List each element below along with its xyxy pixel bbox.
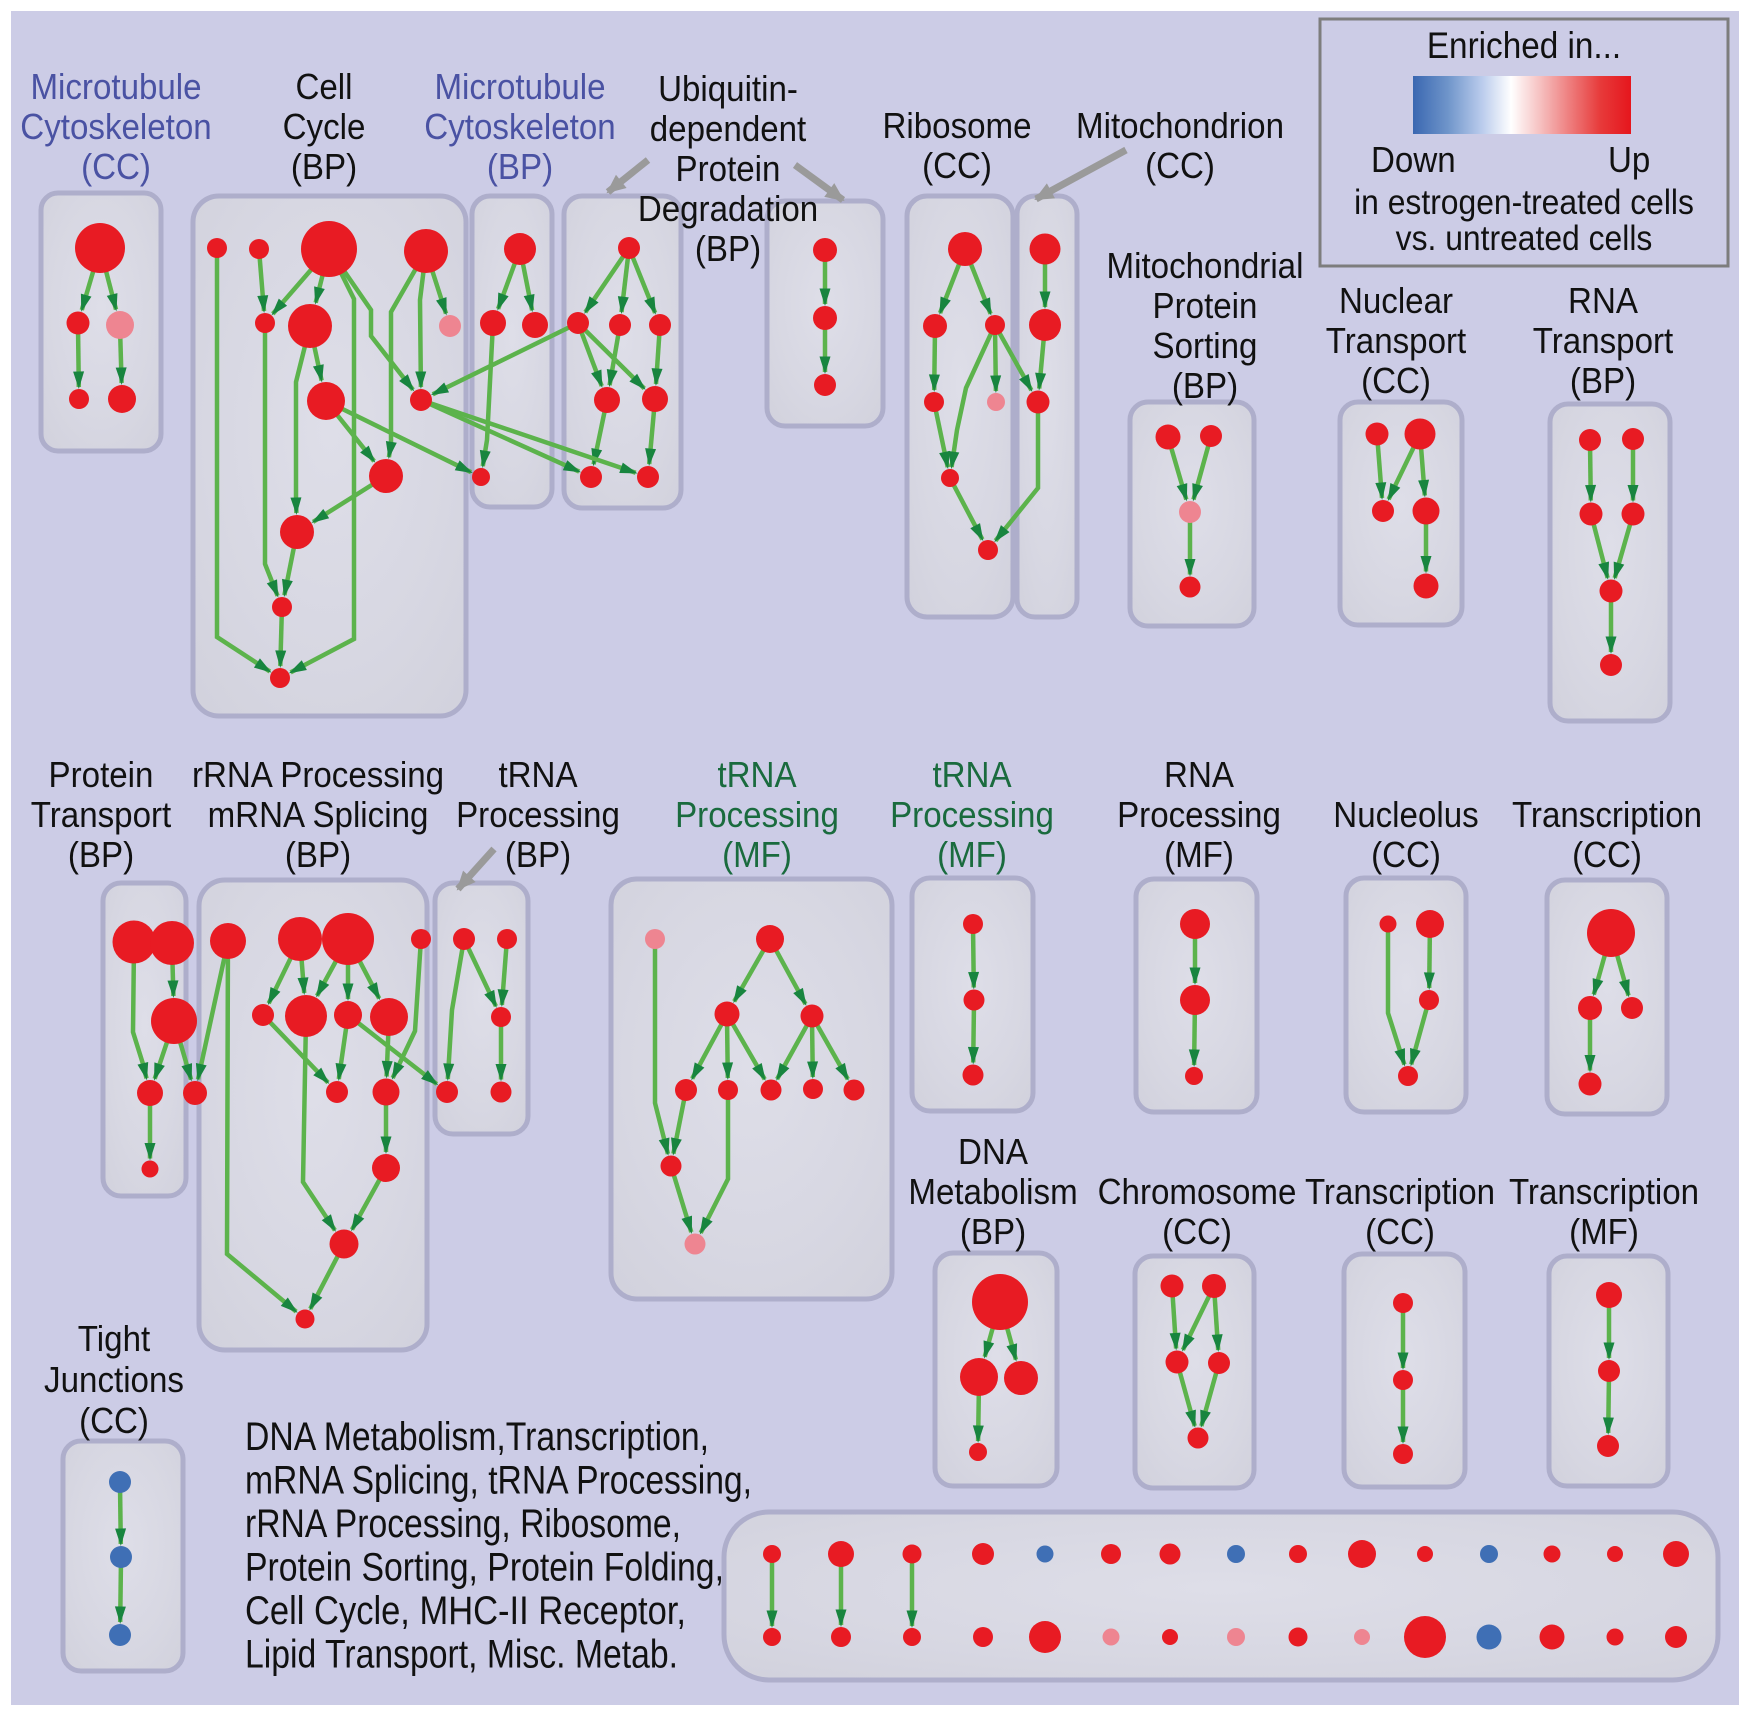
svg-text:Protein: Protein	[676, 150, 781, 190]
svg-text:(MF): (MF)	[722, 836, 792, 876]
svg-text:Processing: Processing	[1117, 796, 1281, 836]
svg-text:vs. untreated cells: vs. untreated cells	[1396, 220, 1653, 259]
svg-text:tRNA: tRNA	[717, 756, 796, 796]
svg-text:DNA: DNA	[958, 1133, 1028, 1173]
svg-text:Transport: Transport	[1326, 322, 1467, 362]
svg-text:(CC): (CC)	[1162, 1213, 1232, 1253]
svg-text:Transcription: Transcription	[1305, 1173, 1495, 1213]
svg-text:mRNA Splicing: mRNA Splicing	[208, 796, 429, 836]
svg-text:Metabolism: Metabolism	[908, 1173, 1077, 1213]
svg-text:(BP): (BP)	[68, 836, 134, 876]
svg-text:Processing: Processing	[675, 796, 839, 836]
svg-text:Degradation: Degradation	[638, 190, 818, 230]
svg-text:Cell Cycle, MHC-II Receptor,: Cell Cycle, MHC-II Receptor,	[245, 1589, 686, 1633]
svg-text:(BP): (BP)	[487, 148, 553, 188]
svg-text:(CC): (CC)	[79, 1402, 149, 1442]
svg-text:(MF): (MF)	[937, 836, 1007, 876]
svg-text:(BP): (BP)	[960, 1213, 1026, 1253]
svg-text:Tight: Tight	[78, 1320, 151, 1360]
svg-text:(BP): (BP)	[1172, 367, 1238, 407]
svg-text:mRNA Splicing, tRNA Processing: mRNA Splicing, tRNA Processing,	[245, 1459, 752, 1503]
svg-text:Ubiquitin-: Ubiquitin-	[658, 70, 798, 110]
svg-text:Lipid Transport, Misc. Metab.: Lipid Transport, Misc. Metab.	[245, 1633, 678, 1677]
svg-text:Down: Down	[1371, 141, 1456, 181]
svg-text:Nucleolus: Nucleolus	[1333, 796, 1478, 836]
svg-text:(BP): (BP)	[291, 148, 357, 188]
svg-text:in estrogen-treated cells: in estrogen-treated cells	[1354, 184, 1694, 223]
svg-text:tRNA: tRNA	[498, 756, 577, 796]
svg-text:Ribosome: Ribosome	[882, 107, 1031, 147]
svg-text:RNA: RNA	[1568, 282, 1638, 322]
svg-text:DNA Metabolism,Transcription,: DNA Metabolism,Transcription,	[245, 1415, 709, 1459]
svg-text:Sorting: Sorting	[1153, 327, 1258, 367]
svg-text:Protein Sorting, Protein Foldi: Protein Sorting, Protein Folding,	[245, 1546, 724, 1590]
svg-text:Protein: Protein	[1153, 287, 1258, 327]
svg-text:Microtubule: Microtubule	[30, 68, 201, 108]
svg-text:Processing: Processing	[890, 796, 1054, 836]
svg-text:Transcription: Transcription	[1509, 1173, 1699, 1213]
svg-text:Transport: Transport	[1533, 322, 1674, 362]
svg-text:Transcription: Transcription	[1512, 796, 1702, 836]
svg-text:tRNA: tRNA	[932, 756, 1011, 796]
svg-text:Microtubule: Microtubule	[434, 68, 605, 108]
svg-text:Processing: Processing	[456, 796, 620, 836]
svg-text:(BP): (BP)	[1570, 362, 1636, 402]
svg-text:(CC): (CC)	[1572, 836, 1642, 876]
svg-text:Cytoskeleton: Cytoskeleton	[20, 108, 211, 148]
svg-text:Up: Up	[1608, 141, 1650, 181]
svg-text:Chromosome: Chromosome	[1098, 1173, 1297, 1213]
svg-text:Mitochondrion: Mitochondrion	[1076, 107, 1284, 147]
svg-text:(CC): (CC)	[1371, 836, 1441, 876]
svg-text:(CC): (CC)	[922, 147, 992, 187]
svg-text:Mitochondrial: Mitochondrial	[1107, 247, 1304, 287]
svg-text:(BP): (BP)	[505, 836, 571, 876]
svg-text:(CC): (CC)	[81, 148, 151, 188]
svg-text:(MF): (MF)	[1569, 1213, 1639, 1253]
svg-text:rRNA Processing, Ribosome,: rRNA Processing, Ribosome,	[245, 1502, 681, 1546]
svg-text:Nuclear: Nuclear	[1339, 282, 1453, 322]
svg-text:rRNA Processing: rRNA Processing	[192, 756, 444, 796]
svg-text:dependent: dependent	[650, 110, 807, 150]
svg-text:Protein: Protein	[49, 756, 154, 796]
svg-text:Transport: Transport	[31, 796, 172, 836]
svg-text:(CC): (CC)	[1145, 147, 1215, 187]
svg-text:Cell: Cell	[295, 68, 352, 108]
svg-text:(CC): (CC)	[1361, 362, 1431, 402]
svg-text:Junctions: Junctions	[44, 1361, 184, 1401]
svg-text:(BP): (BP)	[285, 836, 351, 876]
svg-text:RNA: RNA	[1164, 756, 1234, 796]
svg-text:Enriched in...: Enriched in...	[1427, 25, 1621, 66]
svg-text:(CC): (CC)	[1365, 1213, 1435, 1253]
svg-text:(MF): (MF)	[1164, 836, 1234, 876]
svg-text:(BP): (BP)	[695, 230, 761, 270]
svg-text:Cycle: Cycle	[283, 108, 366, 148]
svg-text:Cytoskeleton: Cytoskeleton	[424, 108, 615, 148]
